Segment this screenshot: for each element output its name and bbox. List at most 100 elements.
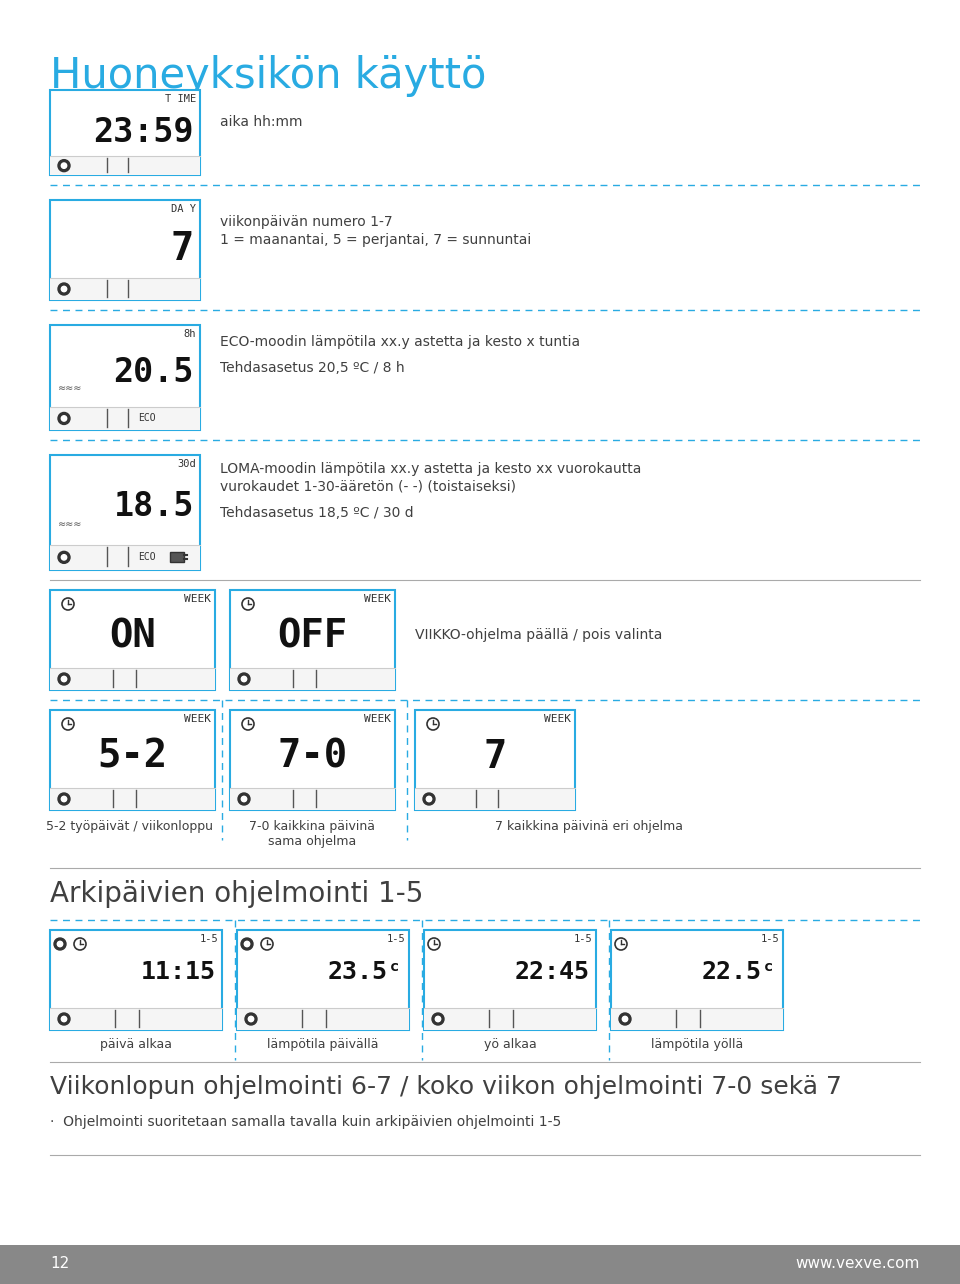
Text: lämpötila päivällä: lämpötila päivällä	[267, 1037, 379, 1052]
Bar	[50, 544, 200, 570]
Circle shape	[58, 551, 70, 564]
Bar	[50, 668, 215, 690]
Text: aika hh:mm: aika hh:mm	[220, 116, 302, 128]
Circle shape	[61, 1017, 66, 1022]
Text: WEEK: WEEK	[364, 594, 391, 603]
Bar	[415, 710, 575, 810]
Text: Tehdasasetus 18,5 ºC / 30 d: Tehdasasetus 18,5 ºC / 30 d	[220, 506, 414, 520]
Text: ≈≈≈: ≈≈≈	[58, 383, 83, 393]
Text: 7: 7	[483, 738, 507, 776]
Circle shape	[61, 286, 66, 291]
Circle shape	[249, 1017, 253, 1022]
Text: 7-0 kaikkina päivinä
sama ohjelma: 7-0 kaikkina päivinä sama ohjelma	[249, 820, 375, 847]
Circle shape	[58, 941, 62, 946]
Bar	[50, 930, 222, 1030]
Bar	[50, 455, 200, 570]
Bar	[230, 710, 395, 810]
Bar	[50, 200, 200, 300]
Text: 22.5ᶜ: 22.5ᶜ	[702, 960, 777, 984]
Circle shape	[58, 673, 70, 684]
Circle shape	[432, 1013, 444, 1025]
Text: 30d: 30d	[178, 458, 196, 469]
Text: WEEK: WEEK	[544, 714, 571, 724]
Text: 5-2 työpäivät / viikonloppu: 5-2 työpäivät / viikonloppu	[46, 820, 213, 833]
Text: 8h: 8h	[183, 329, 196, 339]
Text: LOMA-moodin lämpötila xx.y astetta ja kesto xx vuorokautta: LOMA-moodin lämpötila xx.y astetta ja ke…	[220, 462, 641, 476]
Text: viikonpäivän numero 1-7: viikonpäivän numero 1-7	[220, 214, 393, 229]
Bar	[424, 1008, 596, 1030]
Bar	[50, 325, 200, 430]
Circle shape	[61, 555, 66, 560]
Bar	[415, 788, 575, 810]
Text: Viikonlopun ohjelmointi 6-7 / koko viikon ohjelmointi 7-0 sekä 7: Viikonlopun ohjelmointi 6-7 / koko viiko…	[50, 1075, 842, 1099]
Circle shape	[58, 794, 70, 805]
Bar	[230, 788, 395, 810]
Text: 1-5: 1-5	[386, 933, 405, 944]
Bar	[170, 552, 184, 562]
Bar	[50, 279, 200, 300]
Text: Tehdasasetus 20,5 ºC / 8 h: Tehdasasetus 20,5 ºC / 8 h	[220, 361, 404, 375]
Circle shape	[622, 1017, 628, 1022]
Circle shape	[241, 796, 247, 801]
Circle shape	[61, 677, 66, 682]
Text: 23.5ᶜ: 23.5ᶜ	[328, 960, 403, 984]
Bar	[50, 90, 200, 175]
Text: ·  Ohjelmointi suoritetaan samalla tavalla kuin arkipäivien ohjelmointi 1-5: · Ohjelmointi suoritetaan samalla tavall…	[50, 1115, 562, 1129]
Text: DA Y: DA Y	[171, 204, 196, 214]
Text: 7-0: 7-0	[277, 738, 348, 776]
Bar	[611, 1008, 783, 1030]
Text: ECO-moodin lämpötila xx.y astetta ja kesto x tuntia: ECO-moodin lämpötila xx.y astetta ja kes…	[220, 335, 580, 349]
Circle shape	[619, 1013, 631, 1025]
Circle shape	[61, 163, 66, 168]
Text: VIIKKO-ohjelma päällä / pois valinta: VIIKKO-ohjelma päällä / pois valinta	[415, 628, 662, 642]
Text: Huoneyksikön käyttö: Huoneyksikön käyttö	[50, 55, 487, 98]
Text: T IME: T IME	[165, 94, 196, 104]
Circle shape	[241, 677, 247, 682]
Circle shape	[238, 673, 250, 684]
Circle shape	[61, 416, 66, 421]
Text: 1-5: 1-5	[200, 933, 218, 944]
Bar	[230, 668, 395, 690]
Text: 18.5: 18.5	[113, 489, 194, 523]
Text: WEEK: WEEK	[364, 714, 391, 724]
Text: 7 kaikkina päivinä eri ohjelma: 7 kaikkina päivinä eri ohjelma	[495, 820, 683, 833]
Bar	[230, 591, 395, 690]
Circle shape	[238, 794, 250, 805]
Text: 22:45: 22:45	[515, 960, 590, 984]
Text: ECO: ECO	[138, 552, 156, 562]
Circle shape	[244, 941, 250, 946]
Text: 5-2: 5-2	[97, 738, 168, 776]
Text: 12: 12	[50, 1257, 69, 1271]
Text: ≈≈≈: ≈≈≈	[58, 519, 83, 529]
Circle shape	[58, 282, 70, 295]
Bar	[50, 591, 215, 690]
Text: 23:59: 23:59	[93, 116, 194, 149]
Circle shape	[58, 1013, 70, 1025]
Circle shape	[423, 794, 435, 805]
Text: WEEK: WEEK	[184, 714, 211, 724]
Text: 7: 7	[171, 230, 194, 268]
Text: päivä alkaa: päivä alkaa	[100, 1037, 172, 1052]
Text: vurokaudet 1-30-ääretön (- -) (toistaiseksi): vurokaudet 1-30-ääretön (- -) (toistaise…	[220, 480, 516, 494]
Text: www.vexve.com: www.vexve.com	[796, 1257, 920, 1271]
Circle shape	[61, 796, 66, 801]
Circle shape	[54, 939, 66, 950]
Text: WEEK: WEEK	[184, 594, 211, 603]
Text: OFF: OFF	[277, 618, 348, 656]
Bar	[237, 1008, 409, 1030]
Text: 1-5: 1-5	[573, 933, 592, 944]
Text: 1-5: 1-5	[760, 933, 779, 944]
Bar	[50, 788, 215, 810]
Bar	[237, 930, 409, 1030]
Bar	[50, 710, 215, 810]
Text: lämpötila yöllä: lämpötila yöllä	[651, 1037, 743, 1052]
Circle shape	[435, 1017, 441, 1022]
Bar	[50, 1008, 222, 1030]
Text: yö alkaa: yö alkaa	[484, 1037, 537, 1052]
Text: ECO: ECO	[138, 413, 156, 424]
Bar	[0, 1245, 960, 1284]
Bar	[424, 930, 596, 1030]
Text: 1 = maanantai, 5 = perjantai, 7 = sunnuntai: 1 = maanantai, 5 = perjantai, 7 = sunnun…	[220, 232, 531, 247]
Circle shape	[241, 939, 253, 950]
Text: Arkipäivien ohjelmointi 1-5: Arkipäivien ohjelmointi 1-5	[50, 880, 423, 908]
